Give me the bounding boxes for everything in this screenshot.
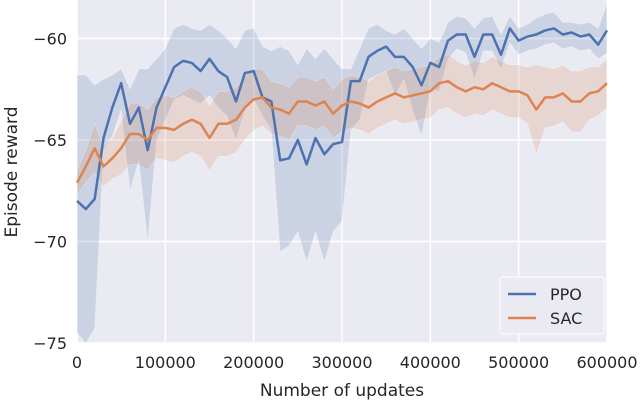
x-tick-label: 200000 bbox=[223, 353, 284, 372]
legend-label-ppo: PPO bbox=[550, 285, 582, 304]
y-axis-label: Episode reward bbox=[2, 106, 22, 237]
y-tick-labels: −60 −65 −70 −75 bbox=[33, 30, 67, 353]
x-tick-label: 300000 bbox=[311, 353, 372, 372]
x-tick-labels: 0 100000 200000 300000 400000 500000 600000 bbox=[72, 353, 638, 372]
legend-label-sac: SAC bbox=[550, 309, 582, 328]
y-tick-label: −65 bbox=[33, 131, 67, 150]
x-tick-label: 100000 bbox=[135, 353, 196, 372]
x-tick-label: 500000 bbox=[488, 353, 549, 372]
x-tick-label: 0 bbox=[72, 353, 82, 372]
legend: PPO SAC bbox=[500, 277, 604, 334]
y-tick-label: −60 bbox=[33, 30, 67, 49]
y-tick-label: −70 bbox=[33, 233, 67, 252]
y-tick-label: −75 bbox=[33, 334, 67, 353]
x-tick-label: 600000 bbox=[576, 353, 637, 372]
x-axis-label: Number of updates bbox=[260, 381, 424, 401]
x-tick-label: 400000 bbox=[400, 353, 461, 372]
